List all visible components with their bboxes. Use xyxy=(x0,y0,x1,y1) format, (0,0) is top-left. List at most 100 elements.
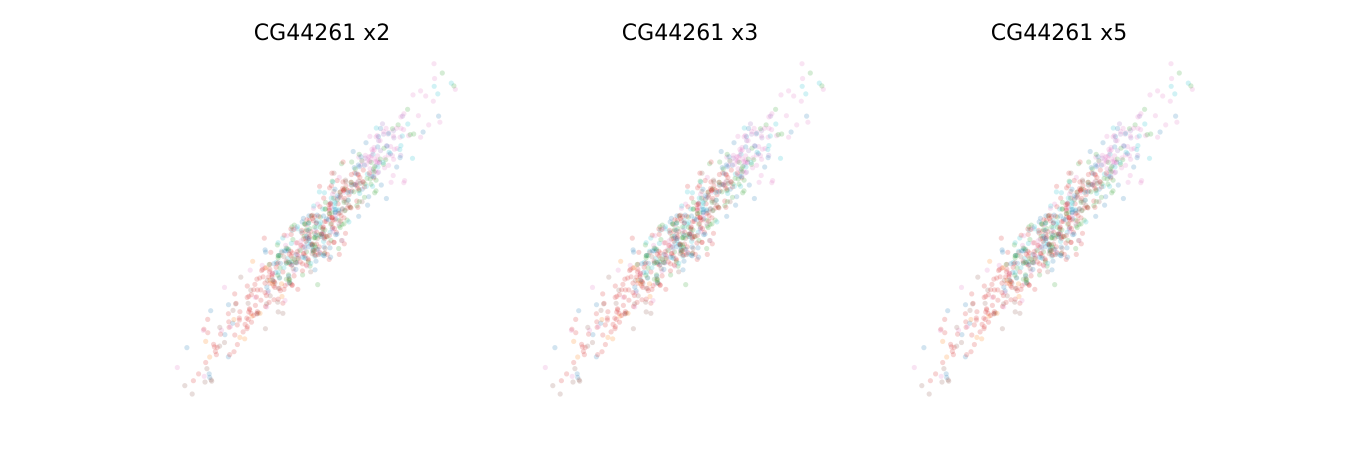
scatter-point xyxy=(632,301,638,307)
scatter-point xyxy=(599,349,605,355)
scatter-point xyxy=(671,249,678,255)
scatter-point xyxy=(634,299,640,305)
scatter-point xyxy=(1050,232,1056,238)
scatter-point xyxy=(605,334,611,340)
scatter-point xyxy=(293,240,299,246)
scatter-point xyxy=(1073,245,1079,252)
scatter-point xyxy=(697,178,703,184)
scatter-point xyxy=(1074,189,1080,195)
scatter-point xyxy=(333,212,339,218)
scatter-point xyxy=(999,303,1006,309)
scatter-point xyxy=(1006,270,1012,276)
scatter-point xyxy=(1039,235,1045,241)
scatter-point xyxy=(1012,260,1018,266)
scatter-point xyxy=(324,216,330,222)
scatter-point xyxy=(1125,143,1131,150)
scatter-point xyxy=(240,329,246,335)
scatter-point xyxy=(756,143,762,150)
scatter-point xyxy=(331,225,338,232)
scatter-point xyxy=(709,189,715,195)
scatter-point xyxy=(632,304,638,310)
scatter-point xyxy=(232,291,238,297)
scatter-point xyxy=(354,198,360,204)
scatter-point xyxy=(322,245,328,252)
scatter-point xyxy=(964,352,970,358)
scatter-point xyxy=(1000,292,1007,299)
scatter-point xyxy=(659,256,666,262)
scatter-point xyxy=(674,235,680,241)
scatter-point xyxy=(325,217,331,223)
scatter-point xyxy=(637,270,644,276)
scatter-point xyxy=(345,197,351,203)
scatter-point xyxy=(713,197,719,203)
scatter-point xyxy=(276,252,282,258)
scatter-point xyxy=(1020,260,1026,266)
scatter-point xyxy=(681,232,687,238)
scatter-point xyxy=(702,193,709,199)
scatter-point xyxy=(740,190,746,196)
scatter-point xyxy=(1104,166,1110,172)
scatter-point xyxy=(571,338,577,344)
scatter-point xyxy=(1094,180,1100,186)
scatter-point xyxy=(639,279,646,285)
scatter-point xyxy=(1031,255,1037,261)
scatter-point xyxy=(1070,212,1076,218)
scatter-point xyxy=(301,255,307,261)
scatter-point xyxy=(236,315,242,321)
scatter-point xyxy=(247,267,253,273)
scatter-point xyxy=(1107,166,1113,172)
scatter-point xyxy=(694,207,700,213)
scatter-point xyxy=(358,180,364,186)
scatter-point xyxy=(1046,241,1052,247)
scatter-point xyxy=(704,251,710,257)
scatter-point xyxy=(1074,224,1080,231)
scatter-point xyxy=(1034,259,1040,265)
scatter-point xyxy=(699,170,705,176)
scatter-point xyxy=(685,233,691,240)
scatter-point xyxy=(375,153,381,159)
scatter-point xyxy=(1003,269,1010,275)
scatter-point xyxy=(615,267,621,273)
scatter-point xyxy=(333,232,339,238)
scatter-point xyxy=(589,339,596,346)
scatter-point xyxy=(1078,187,1084,193)
scatter-point xyxy=(722,180,728,186)
scatter-point xyxy=(368,181,374,187)
scatter-point xyxy=(336,223,342,229)
scatter-point xyxy=(730,155,737,161)
scatter-point xyxy=(1025,281,1031,287)
scatter-point xyxy=(1109,190,1115,196)
scatter-point xyxy=(680,244,687,250)
scatter-point xyxy=(727,199,733,205)
scatter-point xyxy=(317,214,323,220)
scatter-point xyxy=(308,241,314,247)
scatter-point xyxy=(397,146,403,153)
scatter-point xyxy=(313,232,319,238)
scatter-point xyxy=(735,166,741,172)
scatter-point xyxy=(297,259,303,265)
scatter-point xyxy=(1046,241,1052,247)
scatter-point xyxy=(322,206,328,212)
scatter-point xyxy=(649,265,655,271)
scatter-point xyxy=(1022,272,1029,278)
scatter-point xyxy=(734,194,740,200)
scatter-point xyxy=(1139,178,1145,184)
scatter-point xyxy=(322,219,328,225)
scatter-point xyxy=(1115,182,1121,188)
scatter-point xyxy=(709,187,715,193)
scatter-point xyxy=(378,148,384,154)
scatter-point xyxy=(999,326,1006,332)
scatter-point xyxy=(289,250,295,256)
scatter-point xyxy=(698,179,704,185)
scatter-point xyxy=(1049,224,1055,230)
scatter-point xyxy=(262,265,268,271)
scatter-point xyxy=(1109,164,1115,170)
scatter-point xyxy=(951,344,957,350)
scatter-point xyxy=(688,224,694,230)
scatter-point xyxy=(305,257,312,263)
scatter-point xyxy=(975,274,981,280)
scatter-point xyxy=(275,309,281,315)
scatter-point xyxy=(749,145,755,151)
scatter-point xyxy=(357,190,363,196)
scatter-point xyxy=(388,179,394,185)
